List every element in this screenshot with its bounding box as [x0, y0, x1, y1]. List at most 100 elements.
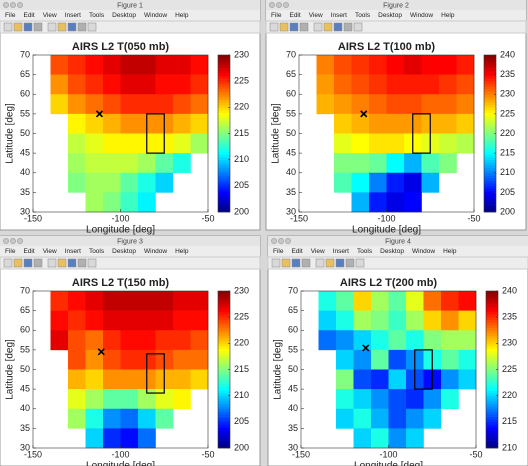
menu-item[interactable]: View	[311, 248, 325, 255]
colorbar-step	[218, 377, 230, 380]
menu-item[interactable]: Insert	[65, 248, 81, 255]
heatmap-cell	[371, 428, 389, 448]
menu-item[interactable]: Desktop	[112, 248, 136, 255]
heatmap-cell	[51, 75, 69, 95]
toolbar-icon[interactable]	[24, 259, 32, 267]
menu-item[interactable]: Insert	[331, 12, 347, 19]
window-button[interactable]	[286, 239, 291, 244]
toolbar-icon[interactable]	[34, 259, 42, 267]
toolbar-icon[interactable]	[334, 23, 342, 31]
toolbar-icon[interactable]	[316, 259, 324, 267]
menu-item[interactable]: File	[273, 248, 284, 255]
toolbar-icon[interactable]	[68, 23, 76, 31]
x-tick-label: -50	[201, 449, 214, 459]
toolbar-icon[interactable]	[78, 23, 86, 31]
colorbar-step	[218, 411, 230, 414]
menu-item[interactable]: Window	[410, 12, 433, 19]
window-button[interactable]	[284, 3, 289, 8]
window-button[interactable]	[18, 3, 23, 8]
toolbar-icon[interactable]	[24, 23, 32, 31]
menu-item[interactable]: Edit	[289, 12, 300, 19]
menu-item[interactable]: Desktop	[378, 12, 402, 19]
window-button[interactable]	[277, 3, 282, 8]
colorbar-step	[486, 354, 498, 357]
toolbar-icon[interactable]	[34, 23, 42, 31]
x-tick-label: -50	[467, 213, 480, 223]
heatmap-cell	[424, 389, 442, 409]
heatmap-cell	[138, 291, 156, 311]
toolbar-icon[interactable]	[356, 259, 364, 267]
window-button[interactable]	[18, 239, 23, 244]
window-button[interactable]	[279, 239, 284, 244]
heatmap-cell	[389, 330, 407, 350]
menu-item[interactable]: File	[5, 248, 16, 255]
toolbar-icon[interactable]	[354, 23, 362, 31]
heatmap-cell	[156, 153, 174, 173]
toolbar-icon[interactable]	[14, 23, 22, 31]
menu-item[interactable]: View	[43, 248, 57, 255]
colorbar-step	[486, 427, 498, 430]
toolbar-icon[interactable]	[68, 259, 76, 267]
toolbar-icon[interactable]	[280, 23, 288, 31]
colorbar-step	[218, 388, 230, 391]
window-button[interactable]	[11, 3, 16, 8]
menu-item[interactable]: File	[271, 12, 282, 19]
heatmap-cell	[459, 291, 477, 311]
toolbar-icon[interactable]	[270, 23, 278, 31]
menu-item[interactable]: Edit	[23, 248, 34, 255]
toolbar-icon[interactable]	[4, 259, 12, 267]
menu-item[interactable]: Help	[443, 248, 457, 255]
window-button[interactable]	[4, 239, 9, 244]
menu-item[interactable]: Window	[412, 248, 435, 255]
window-button[interactable]	[11, 239, 16, 244]
toolbar-icon[interactable]	[292, 259, 300, 267]
toolbar-icon[interactable]	[88, 259, 96, 267]
menu-item[interactable]: Edit	[23, 12, 34, 19]
toolbar-icon[interactable]	[302, 259, 310, 267]
toolbar-icon[interactable]	[282, 259, 290, 267]
window-button[interactable]	[270, 3, 275, 8]
toolbar-icon[interactable]	[300, 23, 308, 31]
toolbar-icon[interactable]	[4, 23, 12, 31]
toolbar-icon[interactable]	[272, 259, 280, 267]
toolbar-icon[interactable]	[78, 259, 86, 267]
toolbar-icon[interactable]	[346, 259, 354, 267]
menu-item[interactable]: Desktop	[380, 248, 404, 255]
menu-item[interactable]: View	[43, 12, 57, 19]
menu-item[interactable]: Window	[144, 248, 167, 255]
menu-item[interactable]: Help	[175, 248, 189, 255]
menu-item[interactable]: Help	[441, 12, 455, 19]
window-button[interactable]	[4, 3, 9, 8]
colorbar-step	[218, 86, 230, 89]
window-button[interactable]	[272, 239, 277, 244]
menu-item[interactable]: Help	[175, 12, 189, 19]
menu-item[interactable]: Desktop	[112, 12, 136, 19]
toolbar-icon[interactable]	[326, 259, 334, 267]
heatmap-cell	[406, 311, 424, 331]
toolbar-icon[interactable]	[48, 23, 56, 31]
menu-item[interactable]: View	[309, 12, 323, 19]
colorbar-step	[484, 204, 496, 207]
toolbar-icon[interactable]	[88, 23, 96, 31]
menu-item[interactable]: Tools	[89, 248, 105, 255]
toolbar-icon[interactable]	[48, 259, 56, 267]
heatmap-cell	[441, 350, 459, 370]
menu-item[interactable]: Tools	[89, 12, 105, 19]
menu-item[interactable]: Edit	[291, 248, 302, 255]
menu-item[interactable]: File	[5, 12, 16, 19]
heatmap-cell	[387, 192, 405, 212]
toolbar-icon[interactable]	[324, 23, 332, 31]
menu-item[interactable]: Tools	[357, 248, 373, 255]
toolbar-icon[interactable]	[58, 23, 66, 31]
toolbar-icon[interactable]	[14, 259, 22, 267]
toolbar-icon[interactable]	[290, 23, 298, 31]
toolbar-icon[interactable]	[314, 23, 322, 31]
menu-item[interactable]: Tools	[355, 12, 371, 19]
menu-item[interactable]: Window	[144, 12, 167, 19]
menu-item[interactable]: Insert	[333, 248, 349, 255]
toolbar-icon[interactable]	[344, 23, 352, 31]
toolbar-icon[interactable]	[336, 259, 344, 267]
heatmap-cell	[389, 389, 407, 409]
toolbar-icon[interactable]	[58, 259, 66, 267]
menu-item[interactable]: Insert	[65, 12, 81, 19]
